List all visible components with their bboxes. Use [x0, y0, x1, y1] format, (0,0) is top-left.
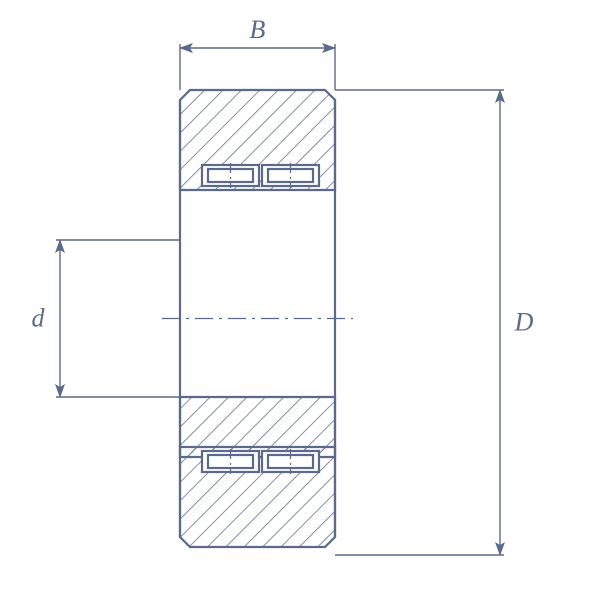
cross-section	[162, 90, 353, 547]
bearing-section-drawing: B d D	[0, 0, 600, 600]
label-inner-diameter-d: d	[32, 304, 46, 333]
label-outer-diameter-D: D	[514, 308, 534, 337]
label-width-B: B	[250, 15, 266, 44]
